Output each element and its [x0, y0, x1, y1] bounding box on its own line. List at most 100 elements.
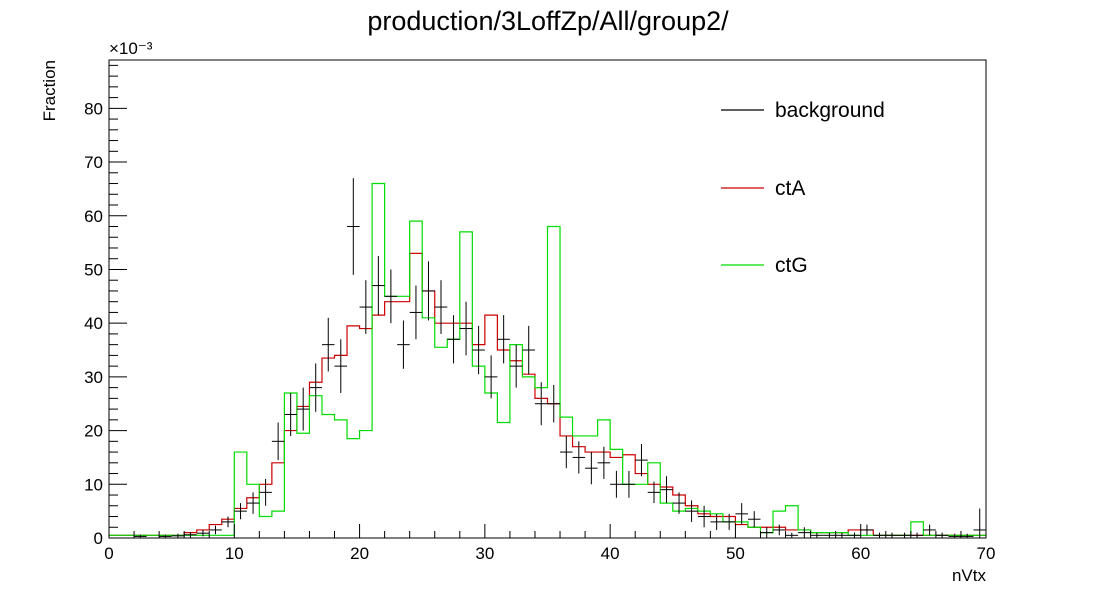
data-point [785, 532, 799, 538]
data-point [710, 513, 723, 530]
data-point [685, 500, 698, 522]
data-point [898, 532, 911, 538]
legend-label: ctG [775, 254, 808, 277]
y-axis-multiplier: ×10⁻³ [109, 39, 153, 58]
data-point [585, 452, 598, 485]
y-tick-label: 40 [84, 314, 103, 333]
data-point [259, 478, 272, 506]
legend-label: ctA [775, 177, 805, 200]
legend-label: background [775, 99, 885, 122]
data-point [860, 524, 874, 536]
data-point [760, 527, 774, 538]
data-point [284, 392, 297, 436]
data-point [848, 532, 861, 538]
axes: 0 10 20 30 40 50 60 70 0 10 20 30 40 50 60 70 80 nVtx Frac… [40, 39, 995, 585]
data-point [447, 315, 460, 364]
data-point [935, 532, 949, 538]
series-ctG-line [109, 182, 986, 536]
y-axis-title: Fraction [40, 60, 59, 121]
data-point [309, 363, 322, 412]
data-point [321, 317, 335, 372]
y-tick-label: 20 [84, 422, 103, 441]
legend-entry: ctA [721, 177, 805, 200]
data-point [409, 285, 423, 340]
data-point [347, 178, 360, 275]
data-point [422, 261, 435, 321]
legend-entry: ctG [721, 254, 808, 277]
data-point [547, 384, 561, 423]
data-point [434, 280, 448, 334]
data-point [973, 508, 986, 538]
legend: background ctA ctG [721, 99, 885, 277]
y-tick-label: 50 [84, 260, 103, 279]
data-point [384, 269, 398, 324]
x-tick-label: 60 [851, 544, 870, 563]
chart-title: production/3LoffZp/All/group2/ [367, 6, 729, 36]
data-point [810, 532, 824, 538]
x-tick-label: 0 [104, 544, 113, 563]
x-axis-title: nVtx [952, 566, 987, 585]
x-tick-label: 50 [726, 544, 745, 563]
data-point [509, 344, 523, 388]
y-tick-label: 10 [84, 475, 103, 494]
data-point [534, 382, 548, 426]
data-point [722, 513, 736, 530]
data-point [397, 320, 410, 369]
data-point [672, 492, 686, 514]
data-point [184, 532, 197, 538]
data-point [647, 481, 661, 504]
y-tick-label: 0 [94, 529, 103, 548]
data-point [209, 525, 222, 535]
data-point [459, 301, 473, 356]
data-point [622, 470, 636, 498]
data-point [472, 325, 485, 375]
y-tick-label: 60 [84, 207, 103, 226]
data-point [635, 444, 648, 477]
data-point [960, 533, 974, 538]
data-point [296, 387, 310, 431]
data-point [271, 422, 285, 461]
x-tick-label: 70 [977, 544, 996, 563]
data-point [246, 492, 260, 514]
data-point [560, 435, 573, 469]
data-point [835, 532, 849, 538]
data-point [873, 532, 886, 538]
plot-area [109, 178, 986, 538]
data-point [773, 524, 786, 536]
y-tick-label: 80 [84, 99, 103, 118]
data-point [697, 505, 711, 528]
data-point [334, 339, 348, 393]
data-point [572, 441, 586, 474]
data-point [610, 470, 623, 498]
data-point [823, 532, 836, 538]
x-tick-label: 10 [225, 544, 244, 563]
data-point [372, 256, 385, 316]
data-point [798, 527, 811, 538]
data-point [159, 534, 172, 538]
y-tick-label: 70 [84, 153, 103, 172]
data-point [497, 315, 510, 364]
data-point [522, 325, 535, 375]
x-tick-label: 20 [350, 544, 369, 563]
plot-frame [108, 59, 987, 539]
data-point [171, 533, 185, 538]
data-point [885, 532, 899, 538]
data-point [660, 476, 673, 504]
data-point [484, 355, 498, 399]
y-tick-label: 30 [84, 368, 103, 387]
x-tick-label: 30 [475, 544, 494, 563]
data-point [735, 503, 748, 525]
data-point [948, 533, 961, 538]
data-point [923, 524, 936, 536]
data-point [359, 280, 373, 334]
data-point [221, 516, 235, 528]
data-point [747, 511, 761, 528]
data-point [234, 503, 247, 520]
data-point [910, 532, 924, 538]
data-point [134, 534, 147, 538]
data-point [597, 446, 611, 479]
legend-entry: background [721, 99, 885, 122]
x-tick-label: 40 [601, 544, 620, 563]
data-point [196, 529, 210, 537]
